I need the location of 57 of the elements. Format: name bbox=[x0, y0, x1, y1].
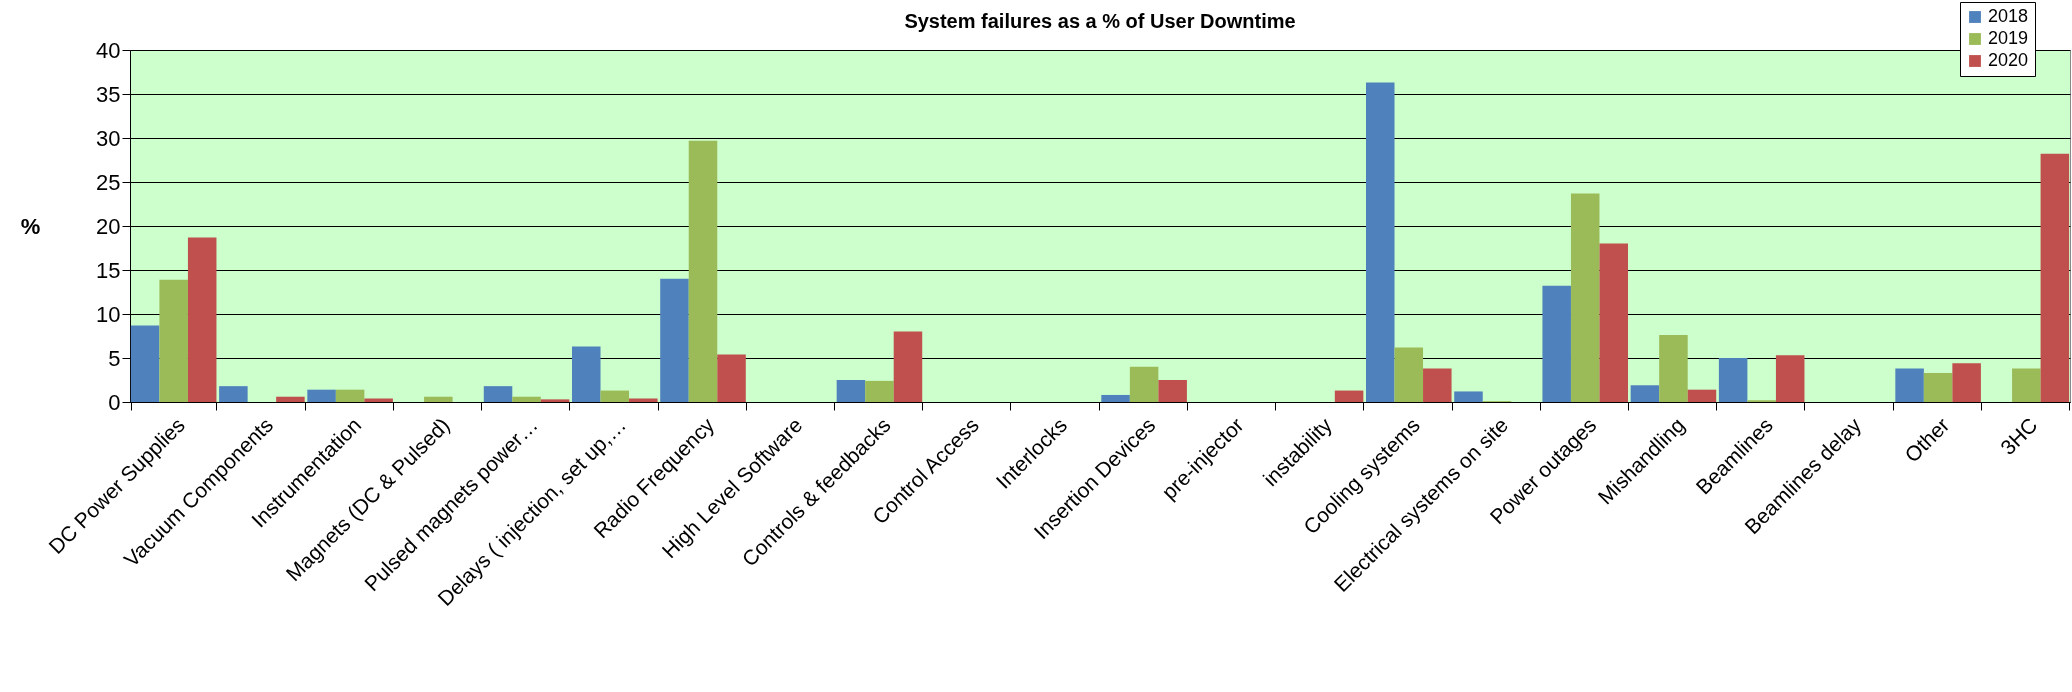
bar bbox=[2040, 153, 2070, 402]
y-tick-label: 10 bbox=[96, 301, 121, 327]
bar bbox=[1101, 394, 1130, 402]
bar bbox=[2012, 368, 2041, 402]
y-tick-label: 5 bbox=[108, 345, 121, 371]
y-tick-label: 25 bbox=[96, 169, 121, 195]
bar bbox=[187, 237, 217, 402]
bar bbox=[512, 396, 541, 402]
legend-label: 2019 bbox=[1988, 28, 2029, 48]
bar bbox=[1570, 193, 1600, 402]
bar bbox=[1599, 243, 1629, 402]
bar bbox=[219, 386, 248, 402]
bar bbox=[1775, 355, 1805, 402]
bar bbox=[629, 398, 658, 402]
bar bbox=[483, 386, 513, 402]
bar bbox=[159, 279, 188, 402]
bar bbox=[1334, 390, 1364, 402]
bar bbox=[424, 396, 453, 402]
bar bbox=[1542, 285, 1571, 402]
y-tick-label: 40 bbox=[96, 37, 121, 63]
legend-label: 2018 bbox=[1988, 6, 2029, 26]
bar bbox=[307, 389, 336, 402]
chart-title: System failures as a % of User Downtime bbox=[904, 9, 1296, 32]
y-tick-label: 0 bbox=[108, 389, 121, 415]
bar bbox=[364, 398, 393, 402]
y-axis-title: % bbox=[20, 213, 41, 239]
bar bbox=[1923, 372, 1953, 402]
bar bbox=[276, 396, 305, 402]
bar bbox=[540, 399, 570, 402]
bar bbox=[1895, 368, 1924, 402]
bar bbox=[1158, 380, 1187, 402]
bar bbox=[836, 380, 866, 402]
y-tick-label: 30 bbox=[96, 125, 121, 151]
bar bbox=[1952, 363, 1981, 402]
bar bbox=[893, 331, 923, 402]
bar bbox=[1129, 366, 1159, 402]
bar bbox=[660, 278, 689, 402]
bar bbox=[130, 325, 160, 402]
bar bbox=[1687, 389, 1717, 402]
bar bbox=[335, 389, 365, 402]
bar bbox=[1659, 335, 1688, 402]
y-tick-label: 15 bbox=[96, 257, 121, 283]
bar bbox=[865, 380, 894, 402]
bar bbox=[717, 354, 746, 402]
bar bbox=[1630, 385, 1660, 402]
bar bbox=[1454, 391, 1483, 402]
bar bbox=[1365, 82, 1395, 402]
bar bbox=[1394, 347, 1424, 402]
y-tick-label: 35 bbox=[96, 81, 121, 107]
y-tick-label: 20 bbox=[96, 213, 121, 239]
legend-label: 2020 bbox=[1988, 50, 2029, 70]
x-tick-label: 3HC bbox=[1995, 413, 2042, 460]
bar bbox=[1423, 368, 1452, 402]
bar bbox=[600, 390, 630, 402]
bar bbox=[688, 140, 718, 402]
bar bbox=[571, 346, 601, 402]
bar bbox=[1718, 358, 1748, 402]
